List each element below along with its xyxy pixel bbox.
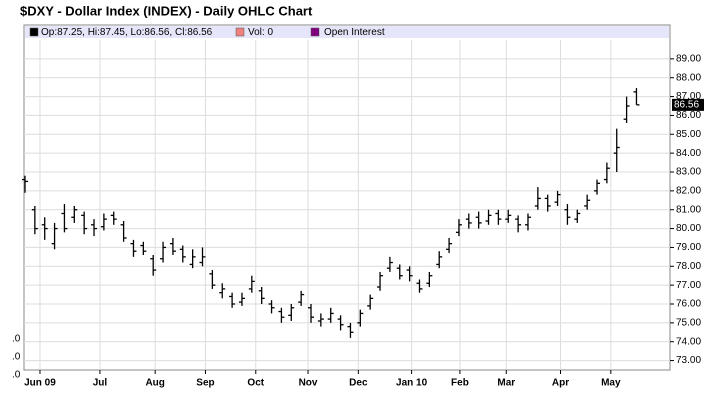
x-tick-label: Apr (552, 378, 569, 389)
y-tick-label: 73.00 (676, 355, 701, 366)
y-tick-label: 79.00 (676, 242, 701, 253)
x-tick-label: Jun 09 (24, 378, 56, 389)
y-tick-label: 87.00 (676, 91, 701, 102)
x-tick-label: Sep (196, 378, 214, 389)
x-tick-label: Mar (497, 378, 515, 389)
y-tick-label: 81.00 (676, 204, 701, 215)
volume-axis-label: .0 (12, 352, 21, 363)
legend-label: Op:87.25, Hi:87.45, Lo:86.56, Cl:86.56 (41, 27, 213, 38)
y-tick-label: 84.00 (676, 148, 701, 159)
legend-swatch (310, 27, 320, 37)
x-tick-label: Nov (299, 378, 318, 389)
volume-axis-label: .0 (12, 334, 21, 345)
legend-label: Open Interest (324, 27, 385, 38)
y-tick-label: 83.00 (676, 167, 701, 178)
x-tick-label: Jan 10 (396, 378, 428, 389)
x-tick-label: May (601, 378, 621, 389)
y-tick-label: 77.00 (676, 280, 701, 291)
x-tick-label: Aug (145, 378, 164, 389)
y-tick-label: 76.00 (676, 299, 701, 310)
y-tick-label: 89.00 (676, 53, 701, 64)
x-tick-label: Jul (93, 378, 108, 389)
x-tick-label: Oct (247, 378, 264, 389)
last-price-box (672, 98, 704, 111)
y-tick-label: 74.00 (676, 336, 701, 347)
chart-title: $DXY - Dollar Index (INDEX) - Daily OHLC… (20, 3, 313, 18)
y-tick-label: 82.00 (676, 185, 701, 196)
x-tick-label: Dec (349, 378, 368, 389)
legend-swatch (29, 27, 39, 37)
y-tick-label: 85.00 (676, 129, 701, 140)
x-tick-label: Feb (451, 378, 469, 389)
last-price-label: 86.56 (674, 100, 699, 111)
y-tick-label: 75.00 (676, 317, 701, 328)
y-tick-label: 78.00 (676, 261, 701, 272)
volume-axis-label: .0 (12, 370, 21, 381)
y-tick-label: 88.00 (676, 72, 701, 83)
legend-band (25, 26, 669, 38)
plot-frame (23, 24, 671, 371)
legend-label: Vol: 0 (248, 27, 273, 38)
y-tick-label: 80.00 (676, 223, 701, 234)
legend-swatch (235, 27, 245, 37)
y-tick-label: 86.00 (676, 110, 701, 121)
